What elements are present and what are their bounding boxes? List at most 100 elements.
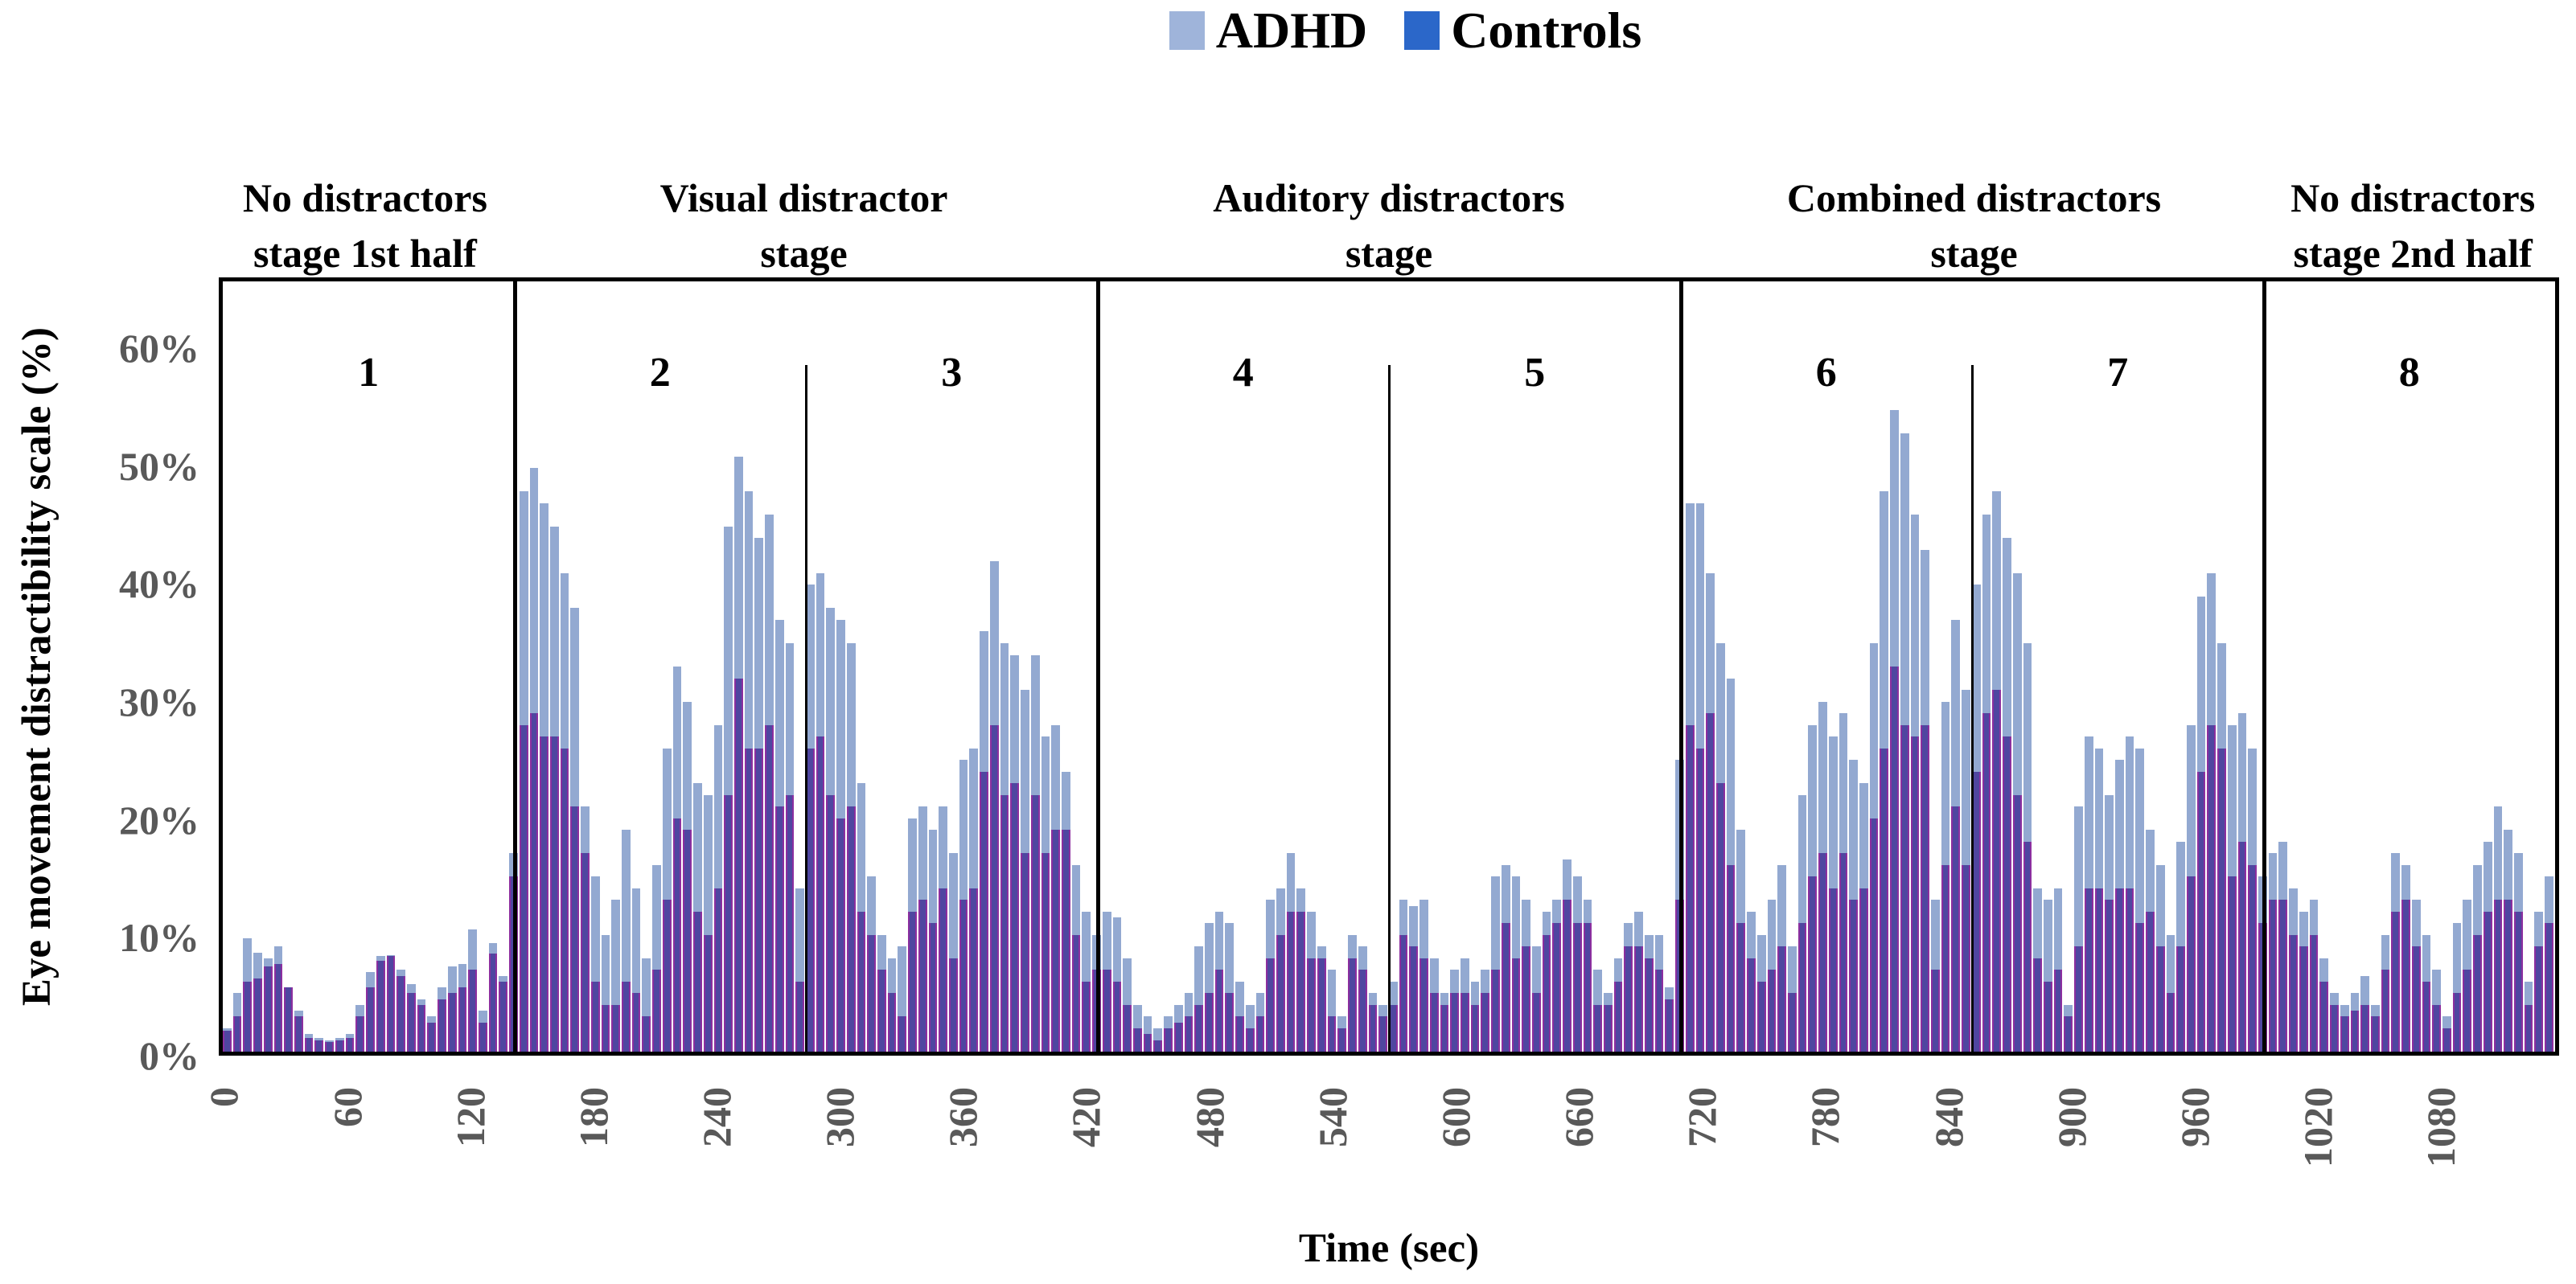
bar-controls (232, 1016, 242, 1052)
bar-controls (774, 806, 784, 1052)
bar-slot (662, 281, 673, 1052)
bar-controls (795, 981, 804, 1052)
plot-area: 1 2 3 4 5 6 7 8 (219, 277, 2559, 1056)
bar-adhd (1235, 981, 1244, 1052)
bar-adhd (631, 888, 641, 1052)
bar-controls (601, 1004, 610, 1052)
bar-controls (1082, 981, 1091, 1052)
bar-slot (969, 281, 980, 1052)
bar-controls (2237, 841, 2247, 1052)
bar-slot (366, 281, 376, 1052)
stage-header: Auditory distractors stage (1213, 170, 1564, 281)
bar-slot (2401, 281, 2412, 1052)
bar-controls (1593, 1004, 1603, 1052)
bar-slot (1501, 281, 1512, 1052)
stage-header-line2: stage (760, 231, 848, 276)
bar-controls (1419, 958, 1428, 1052)
bar-controls (1164, 1028, 1173, 1052)
bar-slot (2483, 281, 2494, 1052)
bar-controls (447, 993, 457, 1052)
bar-slot (1583, 281, 1594, 1052)
bar-slot (1572, 281, 1584, 1052)
bar-controls (2064, 1016, 2073, 1052)
bar-controls (1787, 993, 1797, 1052)
bar-slot (795, 281, 806, 1052)
x-tick-label: 0 (201, 1087, 247, 1107)
bar-controls (1132, 1028, 1142, 1052)
x-tick-label: 360 (940, 1087, 986, 1147)
bar-controls (2033, 958, 2042, 1052)
bar-slot (1839, 281, 1850, 1052)
bar-slot (713, 281, 725, 1052)
bar-controls (1859, 888, 1868, 1052)
bar-adhd (611, 900, 621, 1052)
bar-slot (2493, 281, 2504, 1052)
bar-controls (1715, 783, 1725, 1052)
bar-slot (1563, 281, 1573, 1052)
stage-header-line2: stage 2nd half (2293, 231, 2533, 276)
bar-controls (1992, 690, 2002, 1052)
y-tick-label: 40% (119, 561, 199, 607)
bar-controls (928, 923, 938, 1052)
bar-slot (273, 281, 285, 1052)
bar-slot (1112, 281, 1124, 1052)
bar-slot (2187, 281, 2197, 1052)
bar-controls (1797, 923, 1807, 1052)
bar-slot (631, 281, 643, 1052)
bar-slot (2196, 281, 2208, 1052)
bar-slot (1859, 281, 1870, 1052)
bar-slot (1286, 281, 1297, 1052)
bar-controls (744, 748, 754, 1052)
bar-slot (2217, 281, 2228, 1052)
bar-slot (1921, 281, 1931, 1052)
bar-controls (529, 713, 539, 1052)
bar-slot (887, 281, 898, 1052)
stage-divider-line (2262, 281, 2266, 1052)
bar-controls (1409, 946, 1419, 1052)
bar-slot (2227, 281, 2238, 1052)
bar-controls (1440, 1004, 1449, 1052)
bar-slot (2135, 281, 2146, 1052)
bar-controls (1327, 1016, 1337, 1052)
bar-slot (754, 281, 765, 1052)
bar-controls (294, 1016, 303, 1052)
bar-controls (1583, 923, 1592, 1052)
bar-slot (2114, 281, 2126, 1052)
bar-controls (1849, 900, 1858, 1052)
segment-number: 4 (1232, 350, 1254, 396)
bar-controls (898, 1016, 907, 1052)
bar-controls (1123, 1004, 1132, 1052)
bar-adhd (662, 748, 672, 1052)
bar-controls (1501, 923, 1510, 1052)
bar-adhd (724, 526, 733, 1052)
bar-controls (1030, 794, 1040, 1052)
bar-adhd (622, 830, 631, 1052)
bar-controls (468, 970, 477, 1052)
bar-slot (519, 281, 530, 1052)
bar-slot (1880, 281, 1890, 1052)
bar-slot (1021, 281, 1031, 1052)
bar-slot (1777, 281, 1788, 1052)
bar-slot (928, 281, 939, 1052)
segment-divider-line (805, 365, 807, 1052)
bar-slot (1951, 281, 1962, 1052)
bar-controls (2094, 888, 2104, 1052)
bar-slot (2504, 281, 2514, 1052)
bar-slot (1982, 281, 1993, 1052)
stage-header-line2: stage (1345, 231, 1433, 276)
bar-controls (754, 748, 764, 1052)
bar-adhd (2135, 748, 2145, 1052)
bar-slot (1317, 281, 1328, 1052)
bar-slot (1736, 281, 1747, 1052)
bar-adhd (2452, 923, 2462, 1052)
bar-controls (1522, 946, 1530, 1052)
bar-controls (581, 853, 590, 1052)
legend-label-controls: Controls (1451, 2, 1642, 59)
stage-header-line1: Auditory distractors (1213, 175, 1565, 220)
bar-slot (1522, 281, 1532, 1052)
bar-controls (386, 955, 396, 1052)
bar-controls (1143, 1034, 1152, 1052)
bar-controls (959, 900, 968, 1052)
segment-number: 1 (358, 350, 380, 396)
bar-slot (1726, 281, 1737, 1052)
